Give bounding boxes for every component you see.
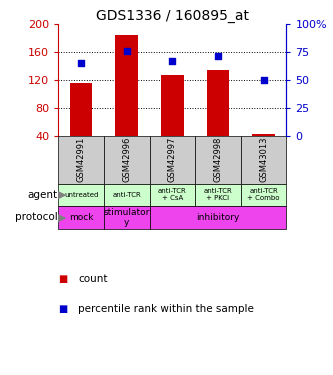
Bar bbox=[161, 75, 184, 136]
Text: GSM42998: GSM42998 bbox=[213, 137, 222, 182]
Text: agent: agent bbox=[27, 190, 57, 200]
Bar bbox=[58, 184, 104, 206]
Text: ■: ■ bbox=[58, 274, 68, 284]
Bar bbox=[252, 134, 275, 136]
Title: GDS1336 / 160895_at: GDS1336 / 160895_at bbox=[96, 9, 249, 23]
Text: anti-TCR
+ CsA: anti-TCR + CsA bbox=[158, 188, 187, 201]
Text: anti-TCR
+ PKCi: anti-TCR + PKCi bbox=[203, 188, 232, 201]
Bar bbox=[58, 136, 104, 184]
Text: GSM42997: GSM42997 bbox=[168, 137, 177, 182]
Text: GSM42996: GSM42996 bbox=[122, 137, 131, 182]
Text: untreated: untreated bbox=[64, 192, 98, 198]
Bar bbox=[70, 83, 93, 136]
Point bbox=[170, 58, 175, 64]
Text: ▶: ▶ bbox=[58, 190, 66, 200]
Bar bbox=[150, 136, 195, 184]
Text: anti-TCR: anti-TCR bbox=[112, 192, 141, 198]
Bar bbox=[195, 184, 241, 206]
Bar bbox=[206, 70, 229, 136]
Point bbox=[79, 60, 84, 66]
Text: ▶: ▶ bbox=[58, 213, 66, 222]
Bar bbox=[241, 136, 286, 184]
Text: ■: ■ bbox=[58, 304, 68, 314]
Bar bbox=[104, 184, 150, 206]
Text: anti-TCR
+ Combo: anti-TCR + Combo bbox=[247, 188, 280, 201]
Point bbox=[261, 77, 266, 83]
Text: count: count bbox=[78, 274, 108, 284]
Bar bbox=[58, 206, 104, 229]
Point bbox=[215, 53, 221, 58]
Text: stimulator
y: stimulator y bbox=[104, 208, 150, 227]
Bar bbox=[150, 184, 195, 206]
Text: mock: mock bbox=[69, 213, 93, 222]
Text: GSM42991: GSM42991 bbox=[77, 137, 86, 182]
Text: protocol: protocol bbox=[15, 213, 57, 222]
Point bbox=[124, 48, 129, 54]
Bar bbox=[104, 136, 150, 184]
Bar bbox=[150, 206, 286, 229]
Bar bbox=[115, 35, 138, 136]
Text: percentile rank within the sample: percentile rank within the sample bbox=[78, 304, 254, 314]
Bar bbox=[104, 206, 150, 229]
Bar bbox=[241, 184, 286, 206]
Bar bbox=[195, 136, 241, 184]
Text: inhibitory: inhibitory bbox=[196, 213, 240, 222]
Text: GSM43013: GSM43013 bbox=[259, 137, 268, 183]
